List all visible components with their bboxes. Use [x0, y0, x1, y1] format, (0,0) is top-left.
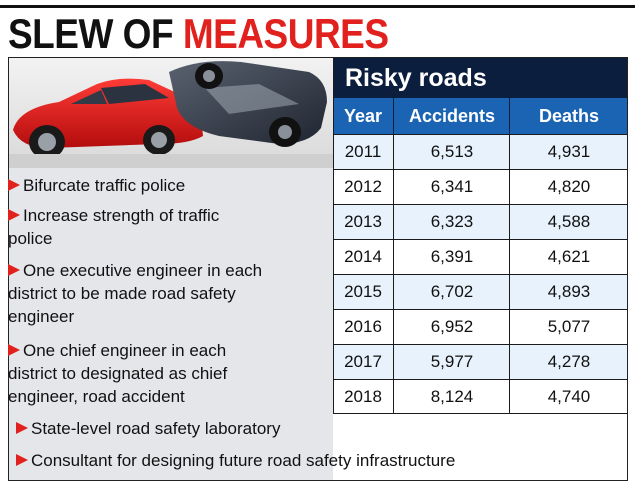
measure-text: district to designated as chief [8, 364, 228, 383]
measure-item-5: State-level road safety laboratory [16, 418, 280, 440]
measure-text: engineer, road accident [8, 387, 185, 406]
headline-part-2: MEASURES [182, 11, 389, 58]
measures-panel [9, 168, 333, 480]
cell-year: 2012 [344, 177, 382, 196]
cell-year: 2016 [344, 317, 382, 336]
table-header-row: Year Accidents Deaths [333, 98, 627, 134]
measure-item-3-line-3: engineer [8, 306, 74, 328]
cell-deaths: 4,893 [509, 275, 628, 309]
measure-item-6: Consultant for designing future road saf… [16, 450, 455, 472]
cell-deaths: 4,588 [509, 205, 628, 239]
measure-item-2: Increase strength of traffic [8, 205, 219, 227]
cell-year: 2015 [344, 282, 382, 301]
measure-text: One executive engineer in each [23, 261, 263, 280]
measure-item-4-line-2: district to designated as chief [8, 363, 227, 385]
cell-deaths: 4,820 [509, 170, 628, 204]
headline: SLEW OF MEASURES [8, 9, 389, 61]
measure-text: Bifurcate traffic police [23, 176, 186, 195]
measure-text: engineer [8, 307, 75, 326]
cell-year: 2014 [344, 247, 382, 266]
measure-item-1: Bifurcate traffic police [8, 175, 185, 197]
headline-part-1: SLEW OF [8, 11, 183, 58]
cell-deaths: 4,278 [509, 345, 628, 379]
table-row: 2011 6,513 4,931 [333, 134, 627, 169]
table-row: 2014 6,391 4,621 [333, 239, 627, 274]
red-arrow-icon [8, 209, 20, 222]
risky-roads-table: Risky roads Year Accidents Deaths 2011 6… [333, 58, 627, 414]
cell-deaths: 4,740 [509, 380, 628, 414]
cell-year: 2013 [344, 212, 382, 231]
header-year: Year [343, 106, 383, 126]
measure-text: district to be made road safety [8, 284, 236, 303]
measure-text: Consultant for designing future road saf… [31, 451, 456, 470]
cell-accidents: 6,952 [393, 310, 510, 344]
cell-accidents: 6,702 [393, 275, 510, 309]
table-row: 2018 8,124 4,740 [333, 379, 627, 414]
crashed-cars-photo-icon [9, 58, 333, 168]
top-rule [0, 5, 635, 8]
cell-accidents: 6,513 [393, 135, 510, 169]
cell-year: 2011 [344, 142, 382, 161]
measure-item-3-line-2: district to be made road safety [8, 283, 236, 305]
cell-year: 2018 [344, 387, 382, 406]
measure-text: Increase strength of traffic [23, 206, 220, 225]
table-row: 2012 6,341 4,820 [333, 169, 627, 204]
red-arrow-icon [8, 264, 20, 277]
table-row: 2015 6,702 4,893 [333, 274, 627, 309]
measure-text: police [8, 229, 53, 248]
red-arrow-icon [8, 344, 20, 357]
cell-deaths: 4,931 [509, 135, 628, 169]
measure-item-2-line-2: police [8, 228, 52, 250]
cell-accidents: 6,323 [393, 205, 510, 239]
cell-year: 2017 [344, 352, 382, 371]
red-arrow-icon [8, 179, 20, 192]
table-row: 2017 5,977 4,278 [333, 344, 627, 379]
cell-accidents: 5,977 [393, 345, 510, 379]
measure-text: State-level road safety laboratory [31, 419, 281, 438]
table-row: 2016 6,952 5,077 [333, 309, 627, 344]
table-row: 2013 6,323 4,588 [333, 204, 627, 239]
cell-accidents: 8,124 [393, 380, 510, 414]
table-title: Risky roads [333, 58, 627, 98]
measure-text: One chief engineer in each [23, 341, 227, 360]
table-bottom-border [333, 413, 627, 414]
measure-item-4-line-3: engineer, road accident [8, 386, 185, 408]
measure-item-4: One chief engineer in each [8, 340, 226, 362]
cell-accidents: 6,341 [393, 170, 510, 204]
header-deaths: Deaths [509, 98, 628, 134]
red-arrow-icon [16, 454, 28, 467]
table-left-border [333, 58, 334, 414]
header-accidents: Accidents [393, 98, 510, 134]
measure-item-3: One executive engineer in each [8, 260, 262, 282]
cell-deaths: 4,621 [509, 240, 628, 274]
cell-accidents: 6,391 [393, 240, 510, 274]
red-arrow-icon [16, 422, 28, 435]
cell-deaths: 5,077 [509, 310, 628, 344]
